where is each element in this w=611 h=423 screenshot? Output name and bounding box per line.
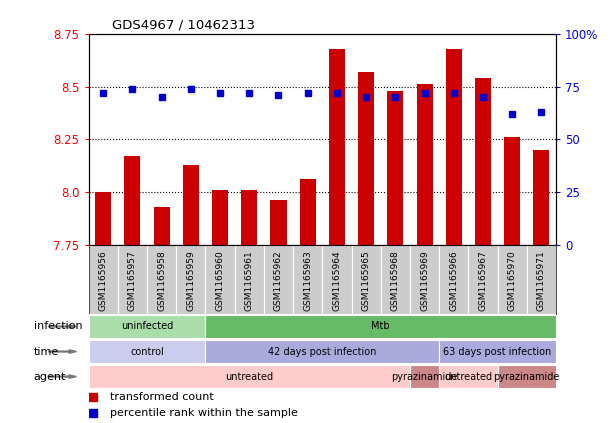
Bar (205, 340, 439, 363)
Bar (153, 207, 170, 245)
Text: control: control (130, 346, 164, 357)
Text: 63 days post infection: 63 days post infection (444, 346, 552, 357)
Bar (264, 245, 293, 314)
Text: infection: infection (34, 321, 82, 332)
Bar (235, 245, 264, 314)
Bar (439, 365, 497, 388)
Bar (410, 365, 439, 388)
Bar (205, 245, 235, 314)
Bar (118, 245, 147, 314)
Text: untreated: untreated (225, 371, 273, 382)
Bar (387, 91, 403, 245)
Bar (329, 49, 345, 245)
Bar (410, 245, 439, 314)
Bar (446, 49, 462, 245)
Bar (533, 150, 549, 245)
Text: GSM1165959: GSM1165959 (186, 250, 196, 311)
Bar (95, 192, 111, 245)
Bar (293, 245, 323, 314)
Text: pyrazinamide: pyrazinamide (392, 371, 458, 382)
Bar (527, 245, 556, 314)
Text: percentile rank within the sample: percentile rank within the sample (109, 408, 298, 418)
Text: GDS4967 / 10462313: GDS4967 / 10462313 (112, 18, 255, 31)
Bar (381, 245, 410, 314)
Text: GSM1165970: GSM1165970 (508, 250, 517, 311)
Text: pyrazinamide: pyrazinamide (494, 371, 560, 382)
Bar (439, 340, 556, 363)
Bar (271, 201, 287, 245)
Bar (212, 190, 228, 245)
Bar (469, 245, 497, 314)
Bar (183, 165, 199, 245)
Bar (504, 137, 520, 245)
Bar (89, 340, 205, 363)
Text: time: time (34, 346, 59, 357)
Text: 42 days post infection: 42 days post infection (268, 346, 376, 357)
Text: GSM1165961: GSM1165961 (245, 250, 254, 311)
Text: GSM1165969: GSM1165969 (420, 250, 429, 311)
Text: GSM1165962: GSM1165962 (274, 250, 283, 311)
Text: GSM1165967: GSM1165967 (478, 250, 488, 311)
Text: GSM1165964: GSM1165964 (332, 250, 342, 311)
Bar (89, 245, 118, 314)
Bar (125, 156, 141, 245)
Bar (323, 245, 351, 314)
Text: GSM1165968: GSM1165968 (391, 250, 400, 311)
Bar (299, 179, 316, 245)
Text: GSM1165965: GSM1165965 (362, 250, 371, 311)
Text: agent: agent (34, 371, 66, 382)
Bar (351, 245, 381, 314)
Text: uninfected: uninfected (121, 321, 173, 332)
Bar (475, 78, 491, 245)
Bar (205, 315, 556, 338)
Bar (417, 85, 433, 245)
Bar (497, 245, 527, 314)
Bar (241, 190, 257, 245)
Text: GSM1165956: GSM1165956 (99, 250, 108, 311)
Bar (147, 245, 176, 314)
Text: GSM1165971: GSM1165971 (537, 250, 546, 311)
Text: GSM1165966: GSM1165966 (449, 250, 458, 311)
Text: transformed count: transformed count (109, 393, 213, 402)
Text: GSM1165957: GSM1165957 (128, 250, 137, 311)
Bar (89, 315, 205, 338)
Bar (176, 245, 205, 314)
Bar (439, 245, 469, 314)
Text: Mtb: Mtb (371, 321, 390, 332)
Text: GSM1165960: GSM1165960 (216, 250, 225, 311)
Bar (497, 365, 556, 388)
Text: GSM1165958: GSM1165958 (157, 250, 166, 311)
Text: GSM1165963: GSM1165963 (303, 250, 312, 311)
Text: untreated: untreated (444, 371, 492, 382)
Bar (358, 72, 374, 245)
Bar (89, 365, 410, 388)
